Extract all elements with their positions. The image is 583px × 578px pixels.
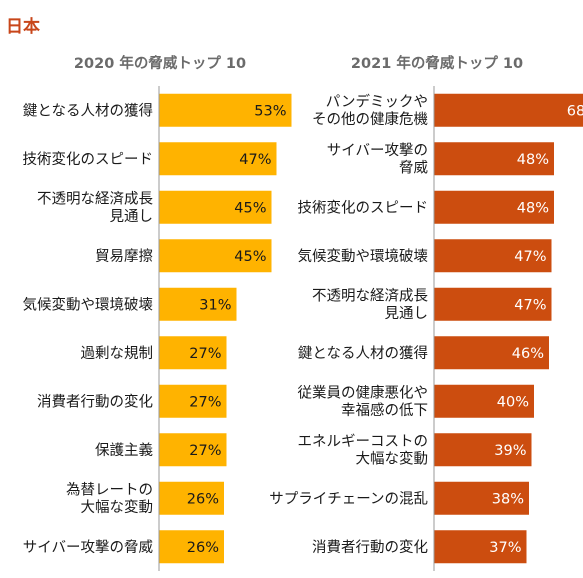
value-label-right-0: 68% <box>567 103 583 119</box>
value-label-left-6: 27% <box>189 394 221 410</box>
bar-left-1 <box>159 142 277 176</box>
bar-right-2 <box>434 190 554 224</box>
category-label-left-5: 過剰な規制 <box>81 345 154 362</box>
bar-right-9 <box>434 530 527 564</box>
category-label-left-3: 貿易摩擦 <box>95 247 153 265</box>
bar-left-9 <box>159 530 224 564</box>
category-label-left-4: 気候変動や環境破壊 <box>23 295 154 313</box>
category-label-right-2: 技術変化のスピード <box>298 199 429 216</box>
bar-right-6 <box>434 384 534 418</box>
category-label-right-9: 消費者行動の変化 <box>312 539 428 556</box>
category-label-left-9: サイバー攻撃の脅威 <box>23 539 154 556</box>
bar-left-5 <box>159 336 227 370</box>
category-label-left-6: 消費者行動の変化 <box>37 393 153 410</box>
category-label-right-6-line-1: 幸福感の低下 <box>341 402 428 419</box>
bar-right-1 <box>434 142 554 176</box>
value-label-right-7: 39% <box>494 443 526 459</box>
chart-title-2021: 2021 年の脅威トップ 10 <box>350 56 524 72</box>
category-label-right-1-line-1: 脅威 <box>399 160 428 177</box>
category-label-right-7-line-1: 大幅な変動 <box>356 451 429 468</box>
category-label-left-1: 技術変化のスピード <box>23 151 154 168</box>
category-label-left-0: 鍵となる人材の獲得 <box>23 102 153 119</box>
bar-left-2 <box>159 190 272 224</box>
bar-left-3 <box>159 239 272 273</box>
value-label-left-0: 53% <box>254 103 286 119</box>
category-label-left-8-line-1: 大幅な変動 <box>81 499 154 516</box>
value-label-right-4: 47% <box>514 297 546 313</box>
value-label-left-5: 27% <box>189 346 221 362</box>
category-label-left-2-line-1: 見通し <box>110 208 154 225</box>
category-label-right-1-line-0: サイバー攻撃の <box>327 142 428 159</box>
value-label-right-1: 48% <box>517 152 549 168</box>
value-label-left-2: 45% <box>234 200 266 216</box>
value-label-right-5: 46% <box>512 346 544 362</box>
bar-left-7 <box>159 433 227 467</box>
bar-right-8 <box>434 481 529 515</box>
value-label-right-9: 37% <box>489 540 521 556</box>
region-title: 日本 <box>6 17 40 37</box>
bar-right-5 <box>434 336 549 370</box>
category-label-right-0-line-0: パンデミックや <box>326 93 428 111</box>
category-label-right-0-line-1: その他の健康危機 <box>312 111 428 128</box>
value-label-right-3: 47% <box>514 249 546 265</box>
bar-right-4 <box>434 287 552 321</box>
bar-right-3 <box>434 239 552 273</box>
value-label-left-1: 47% <box>239 152 271 168</box>
category-label-left-2-line-0: 不透明な経済成長 <box>37 191 153 208</box>
value-label-left-8: 26% <box>187 491 219 507</box>
category-label-left-7: 保護主義 <box>95 442 153 459</box>
value-label-left-3: 45% <box>234 249 266 265</box>
category-label-right-8: サプライチェーンの混乱 <box>269 490 428 507</box>
value-label-left-4: 31% <box>199 297 231 313</box>
value-label-right-2: 48% <box>517 200 549 216</box>
category-label-right-3: 気候変動や環境破壊 <box>298 247 429 265</box>
bar-right-7 <box>434 433 532 467</box>
bar-left-4 <box>159 287 237 321</box>
category-label-right-5: 鍵となる人材の獲得 <box>298 345 428 362</box>
category-label-right-4-line-0: 不透明な経済成長 <box>312 288 428 305</box>
value-label-left-9: 26% <box>187 540 219 556</box>
bar-left-0 <box>159 93 292 127</box>
value-label-right-6: 40% <box>497 394 529 410</box>
value-label-right-8: 38% <box>492 491 524 507</box>
category-label-right-6-line-0: 従業員の健康悪化や <box>298 385 429 402</box>
value-label-left-7: 27% <box>189 443 221 459</box>
category-label-right-7-line-0: エネルギーコストの <box>298 433 429 450</box>
bar-right-0 <box>434 93 583 127</box>
bar-left-8 <box>159 481 224 515</box>
category-label-left-8-line-0: 為替レートの <box>66 482 153 499</box>
bar-left-6 <box>159 384 227 418</box>
category-label-right-4-line-1: 見通し <box>385 305 429 322</box>
chart-title-2020: 2020 年の脅威トップ 10 <box>73 56 247 72</box>
